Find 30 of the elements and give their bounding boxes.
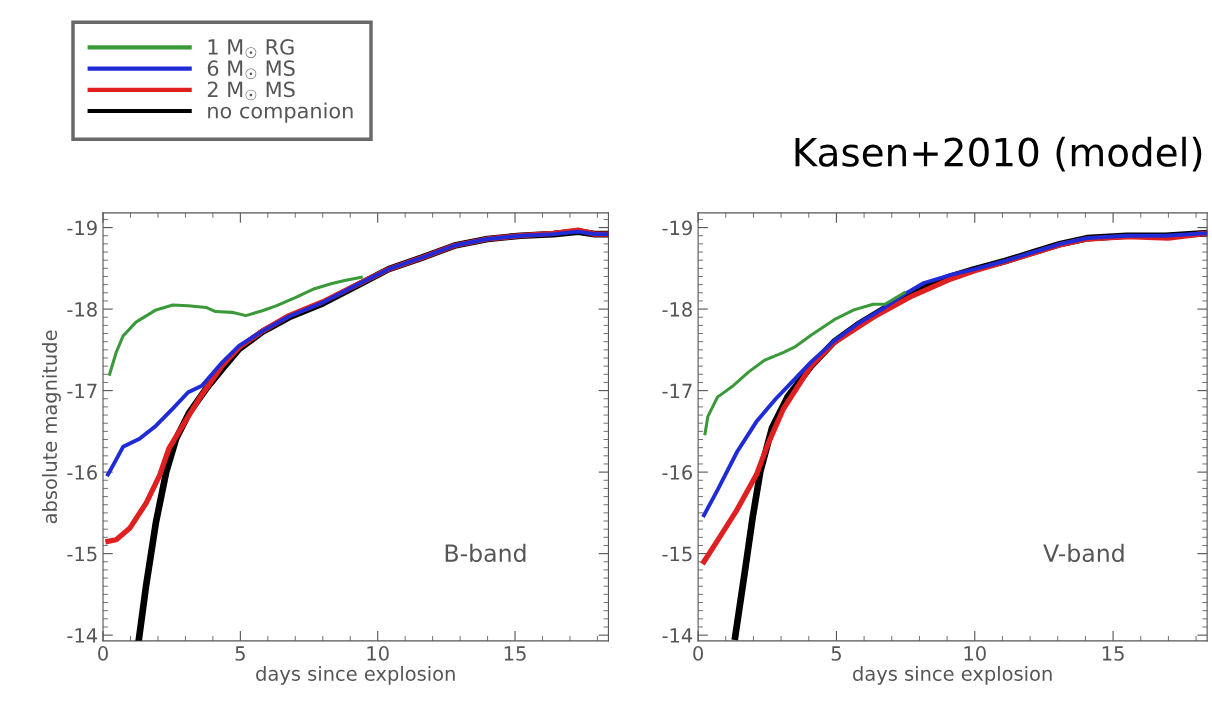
x-tick-label: 10 — [367, 646, 389, 661]
y-tick-label: -15 — [662, 546, 692, 562]
annotation: V-band — [1043, 543, 1124, 563]
y-tick-label: -16 — [662, 465, 693, 480]
x-tick-label: 10 — [964, 646, 986, 661]
y-tick-label: -18 — [662, 302, 692, 317]
x-tick-label: 0 — [693, 646, 704, 661]
x-axis-title: days since explosion — [256, 665, 455, 685]
y-tick-label: -14 — [67, 628, 98, 643]
x-axis-title: days since explosion — [853, 665, 1052, 685]
y-tick-label: -19 — [662, 220, 692, 236]
y-tick-label: -16 — [67, 465, 97, 480]
x-tick-label: 15 — [504, 646, 526, 661]
legend-label: 1 M$_{☉}$ RG — [208, 39, 294, 58]
y-tick-label: -19 — [67, 220, 97, 236]
y-tick-label: -15 — [67, 546, 97, 562]
y-axis-title: absolute magnitude — [42, 330, 61, 524]
legend-label: no companion — [208, 102, 353, 123]
x-tick-label: 0 — [98, 646, 108, 661]
y-tick-label: -17 — [67, 383, 97, 398]
x-tick-label: 5 — [235, 646, 245, 661]
legend-label: 2 M$_{☉}$ MS — [207, 81, 295, 101]
x-tick-label: 15 — [1102, 646, 1124, 661]
y-tick-label: -14 — [662, 628, 693, 643]
chart-title: Kasen+2010 (model) — [795, 136, 1202, 172]
legend-label: 6 M$_{☉}$ MS — [207, 60, 295, 80]
annotation: B-band — [445, 543, 526, 563]
y-tick-label: -17 — [662, 383, 692, 398]
x-tick-label: 5 — [831, 646, 841, 661]
y-tick-label: -18 — [67, 302, 97, 317]
